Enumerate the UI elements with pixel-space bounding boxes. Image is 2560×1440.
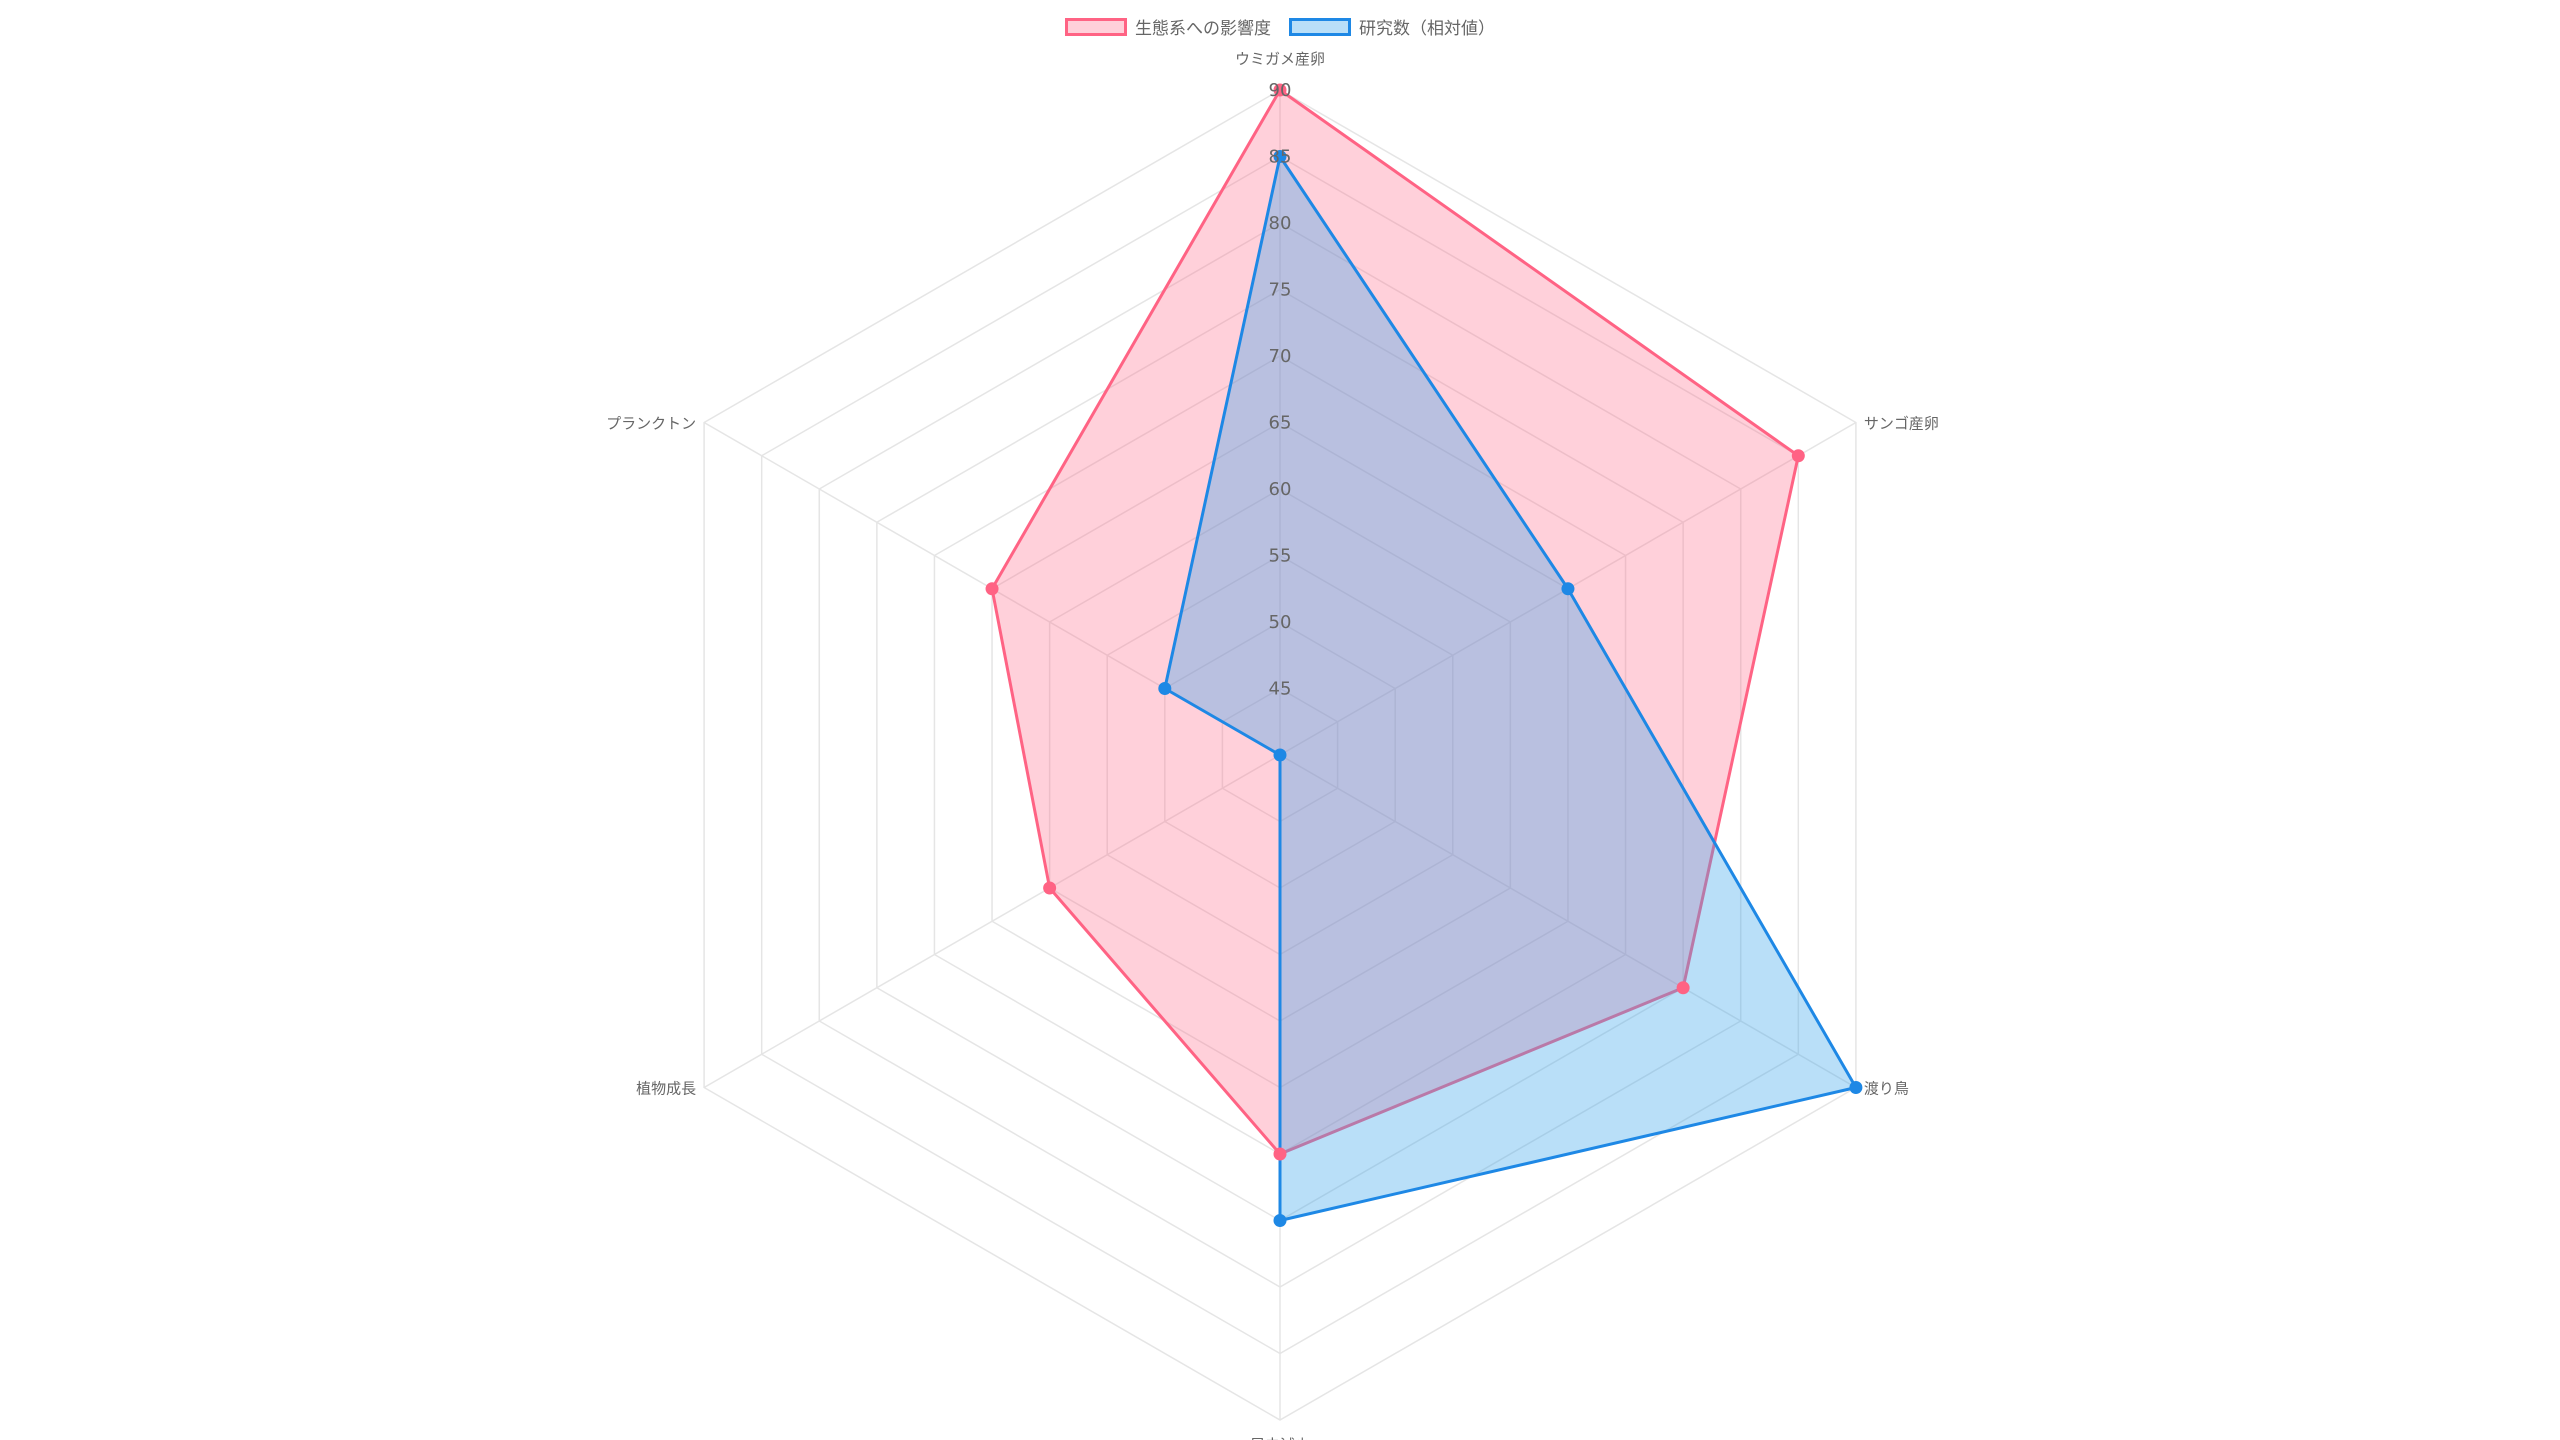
legend-swatch-research xyxy=(1289,17,1351,36)
tick-label-85: 85 xyxy=(1269,147,1292,168)
tick-label-75: 75 xyxy=(1269,280,1292,301)
tick-label-60: 60 xyxy=(1269,479,1292,500)
radar-points xyxy=(985,83,1863,1227)
axis-label-4: 植物成長 xyxy=(636,1080,696,1098)
axis-label-0: ウミガメ産卵 xyxy=(1235,50,1325,68)
radar-ticks: 45 50 55 60 65 70 75 80 85 90 xyxy=(1269,80,1292,700)
tick-label-55: 55 xyxy=(1269,546,1292,567)
data-point-s1-4[interactable] xyxy=(1273,748,1287,762)
tick-label-65: 65 xyxy=(1269,413,1292,434)
spoke-4 xyxy=(703,754,1281,1089)
legend-item-research[interactable]: 研究数（相対値） xyxy=(1289,14,1495,39)
legend-label-research: 研究数（相対値） xyxy=(1359,19,1495,39)
data-point-s0-2[interactable] xyxy=(1676,981,1690,995)
data-point-s0-3[interactable] xyxy=(1273,1147,1287,1161)
tick-label-50: 50 xyxy=(1269,612,1292,633)
axis-label-2: 渡り鳥 xyxy=(1864,1080,1909,1098)
axis-label-3: 昆虫減少 xyxy=(1250,1436,1310,1440)
data-point-s0-1[interactable] xyxy=(1791,449,1805,463)
data-point-s0-0[interactable] xyxy=(1273,83,1287,97)
data-point-s1-0[interactable] xyxy=(1273,150,1287,163)
radar-axis-labels: ウミガメ産卵サンゴ産卵渡り鳥昆虫減少 植物成長 プランクトン xyxy=(606,50,1939,1440)
data-point-s1-5[interactable] xyxy=(1158,682,1172,695)
tick-label-90: 90 xyxy=(1269,80,1292,101)
legend-label-impact: 生態系への影響度 xyxy=(1135,19,1271,39)
legend-item-impact[interactable]: 生態系への影響度 xyxy=(1065,14,1271,39)
tick-label-45: 45 xyxy=(1269,679,1292,700)
tick-label-70: 70 xyxy=(1269,346,1292,367)
spoke-2 xyxy=(1279,754,1857,1089)
legend: 生態系への影響度 研究数（相対値） xyxy=(0,14,2560,39)
tick-label-80: 80 xyxy=(1269,213,1292,234)
axis-label-1: サンゴ産卵 xyxy=(1864,415,1939,433)
data-point-s1-1[interactable] xyxy=(1561,582,1575,596)
data-point-s0-4[interactable] xyxy=(1043,881,1057,895)
radar-series xyxy=(990,88,1858,1222)
axis-label-5: プランクトン xyxy=(606,415,696,433)
data-point-s1-3[interactable] xyxy=(1273,1214,1287,1227)
data-point-s0-5[interactable] xyxy=(985,582,999,596)
data-point-s1-2[interactable] xyxy=(1849,1081,1863,1094)
legend-swatch-impact xyxy=(1065,17,1127,36)
